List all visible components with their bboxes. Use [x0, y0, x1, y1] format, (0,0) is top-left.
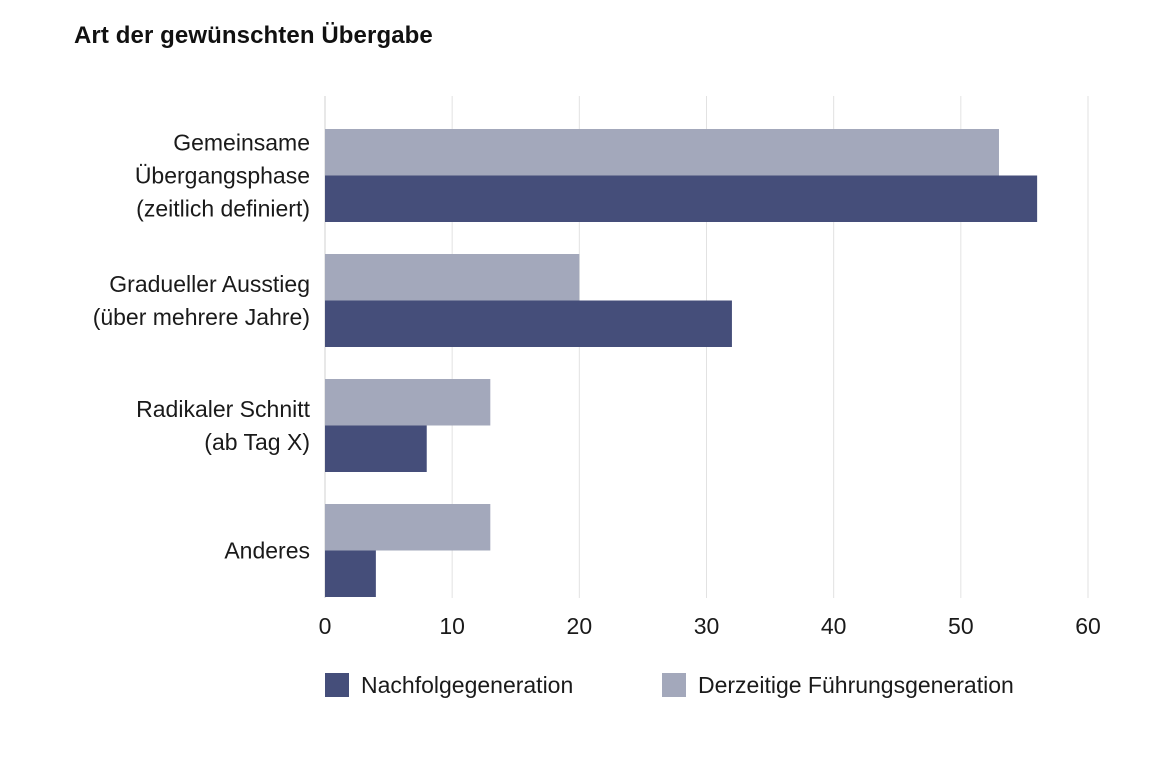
legend-label: Nachfolgegeneration — [361, 672, 573, 698]
x-tick-label: 50 — [948, 613, 974, 639]
bar — [325, 129, 999, 176]
bar — [325, 425, 427, 472]
bar — [325, 379, 491, 426]
x-tick-label: 20 — [567, 613, 593, 639]
x-tick-label: 0 — [319, 613, 332, 639]
category-labels: Gemeinsame Übergangsphase (zeitlich defini… — [93, 130, 311, 564]
category-label: Anderes — [224, 538, 310, 564]
bar — [325, 254, 580, 301]
chart-title: Art der gewünschten Übergabe — [74, 22, 433, 49]
legend-label: Derzeitige Führungsgeneration — [698, 672, 1014, 698]
x-tick-label: 60 — [1075, 613, 1101, 639]
bars — [325, 129, 1038, 597]
category-label: Radikaler Schnitt (ab Tag X) — [136, 396, 310, 455]
bar — [325, 504, 491, 551]
legend-swatch — [325, 673, 349, 697]
category-label: Gradueller Ausstieg (über mehrere Jahre) — [93, 271, 310, 330]
x-tick-label: 30 — [694, 613, 720, 639]
bar — [325, 175, 1038, 222]
category-label: Gemeinsame Übergangsphase (zeitlich defini… — [135, 130, 310, 222]
bar — [325, 300, 732, 347]
bar — [325, 550, 376, 597]
x-axis-ticks: 0 10 20 30 40 50 60 — [319, 613, 1101, 639]
legend: Nachfolgegeneration Derzeitige Führungsge… — [325, 672, 1014, 698]
legend-swatch — [662, 673, 686, 697]
x-tick-label: 10 — [439, 613, 465, 639]
x-tick-label: 40 — [821, 613, 847, 639]
